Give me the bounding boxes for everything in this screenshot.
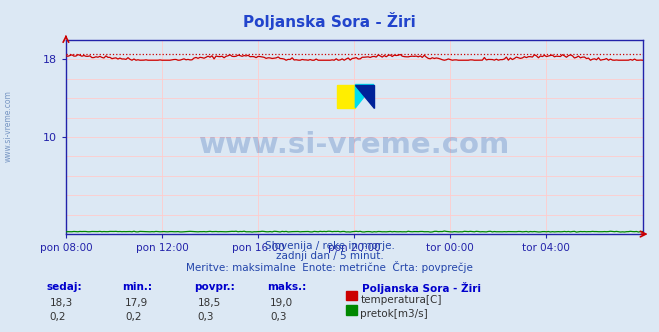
Text: 18,3: 18,3 xyxy=(49,298,72,308)
Polygon shape xyxy=(337,85,355,108)
Text: www.si-vreme.com: www.si-vreme.com xyxy=(3,90,13,162)
Polygon shape xyxy=(355,85,374,108)
Text: zadnji dan / 5 minut.: zadnji dan / 5 minut. xyxy=(275,251,384,261)
Text: povpr.:: povpr.: xyxy=(194,282,235,292)
Text: temperatura[C]: temperatura[C] xyxy=(360,295,442,305)
Text: 0,3: 0,3 xyxy=(270,312,287,322)
Polygon shape xyxy=(355,85,374,108)
Text: 19,0: 19,0 xyxy=(270,298,293,308)
Text: 17,9: 17,9 xyxy=(125,298,148,308)
Text: sedaj:: sedaj: xyxy=(46,282,82,292)
Text: min.:: min.: xyxy=(122,282,152,292)
Text: Poljanska Sora - Žiri: Poljanska Sora - Žiri xyxy=(243,12,416,30)
Text: pretok[m3/s]: pretok[m3/s] xyxy=(360,309,428,319)
Text: Meritve: maksimalne  Enote: metrične  Črta: povprečje: Meritve: maksimalne Enote: metrične Črta… xyxy=(186,261,473,273)
Text: 0,3: 0,3 xyxy=(198,312,214,322)
Text: 18,5: 18,5 xyxy=(198,298,221,308)
Text: 0,2: 0,2 xyxy=(49,312,66,322)
Text: www.si-vreme.com: www.si-vreme.com xyxy=(198,131,510,159)
Text: maks.:: maks.: xyxy=(267,282,306,292)
Text: Poljanska Sora - Žiri: Poljanska Sora - Žiri xyxy=(362,282,482,294)
Text: 0,2: 0,2 xyxy=(125,312,142,322)
Text: Slovenija / reke in morje.: Slovenija / reke in morje. xyxy=(264,241,395,251)
